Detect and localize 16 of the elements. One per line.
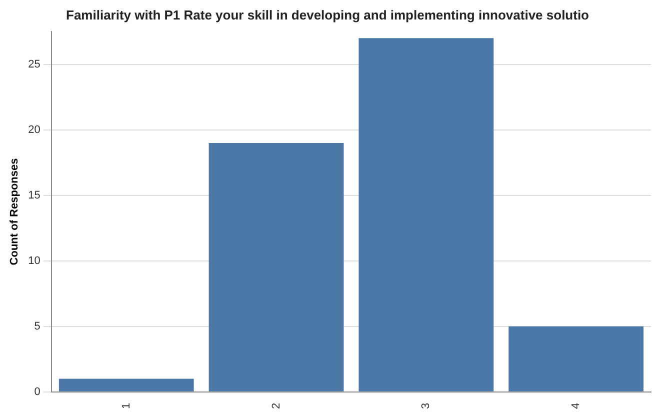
bar: [508, 326, 644, 392]
y-tick-label: 10: [28, 254, 40, 267]
y-tick-label: 0: [34, 386, 40, 398]
chart-title: Familiarity with P1 Rate your skill in developing and implementing innovative solutio: [66, 7, 590, 22]
bar: [58, 378, 194, 392]
x-tick-label: 2: [270, 402, 282, 410]
x-tick-label: 3: [420, 402, 432, 410]
bar: [208, 142, 344, 392]
bar: [358, 38, 494, 392]
x-tick-label: 1: [120, 402, 132, 410]
x-tick-label: 4: [570, 402, 582, 410]
y-tick-label: 25: [28, 58, 40, 70]
y-axis-title: Count of Responses: [8, 158, 21, 266]
y-tick-label: 20: [28, 124, 40, 136]
y-tick-label: 5: [34, 320, 40, 332]
y-tick-label: 15: [28, 189, 40, 202]
